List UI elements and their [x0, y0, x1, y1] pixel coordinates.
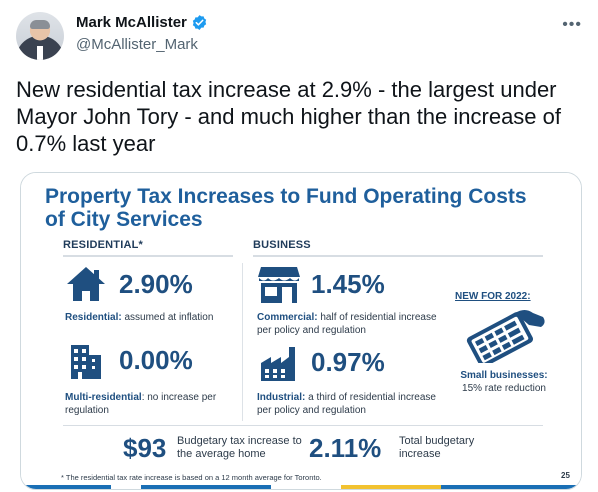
verified-badge-icon [192, 15, 207, 30]
column-divider [242, 263, 243, 421]
business-divider [253, 255, 543, 257]
tweet-text: New residential tax increase at 2.9% - t… [16, 77, 562, 156]
slide-title: Property Tax Increases to Fund Operating… [45, 185, 527, 231]
business-header: BUSINESS [253, 239, 311, 251]
display-name[interactable]: Mark McAllister [76, 14, 187, 31]
commercial-description: Commercial: half of residential increase… [257, 311, 437, 337]
total-budgetary-text: Total budgetary increase [399, 435, 475, 460]
residential-value: 2.90% [119, 269, 193, 299]
multi-residential-description: Multi-residential: no increase per regul… [65, 391, 225, 417]
total-budgetary-value: 2.11% [309, 433, 382, 463]
color-bar-segment [111, 485, 141, 489]
footnote: * The residential tax rate increase is b… [61, 473, 322, 482]
new-for-2022-label: NEW FOR 2022: [455, 291, 531, 302]
multi-residential-value: 0.00% [119, 345, 193, 375]
factory-icon [261, 347, 295, 381]
small-business-note: Small businesses: 15% rate reduction [439, 369, 569, 395]
user-handle[interactable]: @McAllister_Mark [76, 36, 198, 53]
small-business-text: 15% rate reduction [462, 383, 546, 394]
name-row: Mark McAllister [76, 14, 208, 31]
multi-residential-text: : no increase per regulation [65, 392, 217, 416]
commercial-text: half of residential increase per policy … [257, 312, 437, 336]
tweet-media[interactable]: Property Tax Increases to Fund Operating… [20, 172, 582, 490]
color-bar-segment [341, 485, 441, 489]
avatar[interactable] [16, 12, 64, 60]
residential-divider [63, 255, 233, 257]
color-bar-segment [271, 485, 341, 489]
residential-description: Residential: assumed at inflation [65, 311, 240, 324]
apartment-building-icon [71, 345, 101, 379]
slide-color-bar [21, 485, 581, 489]
page-number: 25 [561, 471, 570, 480]
storefront-icon [258, 267, 300, 303]
budget-summary: $93 Budgetary tax increase to the averag… [113, 429, 483, 469]
residential-header: RESIDENTIAL* [63, 239, 144, 251]
slide-image: Property Tax Increases to Fund Operating… [21, 173, 581, 489]
color-bar-segment [441, 485, 581, 489]
industrial-description: Industrial: a third of residential incre… [257, 391, 437, 417]
commercial-label: Commercial: [257, 312, 318, 323]
budgetary-text: Budgetary tax increase to the average ho… [177, 435, 302, 460]
industrial-text: a third of residential increase per poli… [257, 392, 436, 416]
bottom-divider [63, 425, 543, 426]
tweet-header: Mark McAllister @McAllister_Mark ••• [16, 12, 582, 62]
more-icon[interactable]: ••• [562, 16, 582, 33]
color-bar-segment [21, 485, 111, 489]
avatar-hair [30, 20, 50, 29]
house-icon [67, 267, 105, 301]
avatar-shirt [37, 46, 43, 60]
industrial-label: Industrial: [257, 392, 306, 403]
color-bar-segment [141, 485, 271, 489]
commercial-value: 1.45% [311, 269, 385, 299]
calculator-icon [466, 310, 545, 363]
budgetary-amount: $93 [123, 433, 167, 463]
residential-text: assumed at inflation [121, 312, 214, 323]
small-business-label: Small businesses: [460, 370, 548, 381]
multi-residential-label: Multi-residential [65, 392, 142, 403]
residential-label: Residential: [65, 312, 122, 323]
industrial-value: 0.97% [311, 347, 385, 377]
